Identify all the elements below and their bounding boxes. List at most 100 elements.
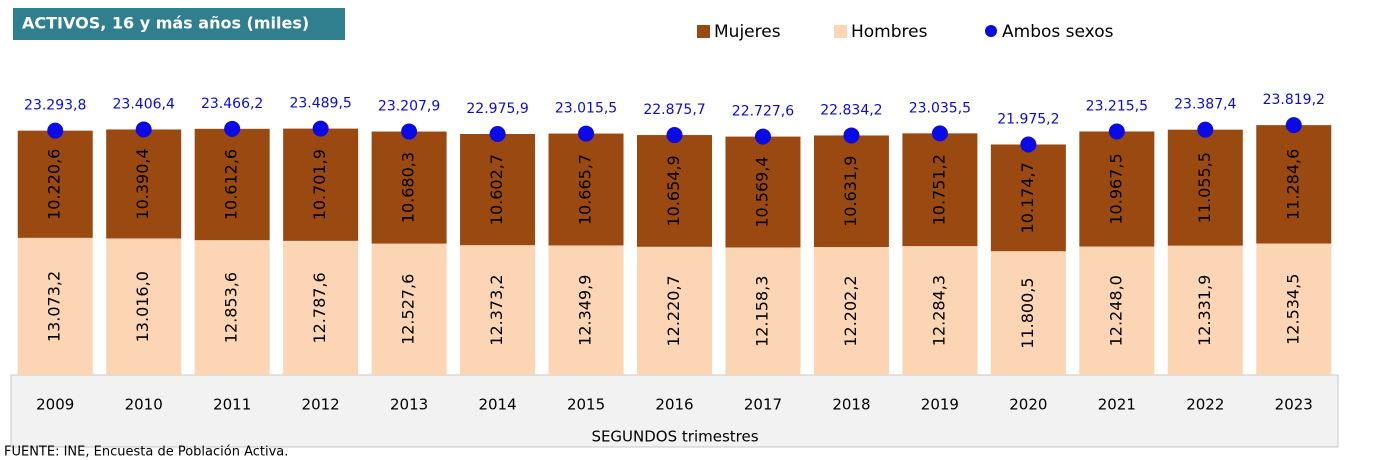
- segment-label: 10.665,7: [576, 154, 595, 225]
- bar-segment: [371, 243, 447, 375]
- title-box: [13, 8, 345, 40]
- total-label: 22.727,6: [732, 104, 794, 120]
- total-label: 22.834,2: [820, 102, 882, 118]
- bar-segment: [1079, 246, 1155, 375]
- bar-segment: [460, 133, 536, 246]
- total-dot: [47, 122, 64, 139]
- total-dot: [1020, 136, 1037, 153]
- x-axis-box: [10, 374, 1339, 448]
- segment-label: 12.248,0: [1106, 275, 1125, 346]
- total-dot: [401, 123, 418, 140]
- x-axis-label: SEGUNDOS trimestres: [591, 428, 758, 446]
- segment-label: 12.373,2: [487, 274, 506, 345]
- total-dot: [666, 127, 683, 144]
- x-tick-label: 2019: [921, 396, 959, 414]
- bar-segment: [548, 133, 624, 246]
- segment-label: 11.284,6: [1283, 149, 1302, 220]
- segment-label: 10.701,9: [310, 149, 329, 220]
- total-dot: [931, 125, 948, 142]
- total-label: 23.387,4: [1174, 97, 1236, 113]
- total-dot: [312, 120, 329, 137]
- total-dot: [489, 125, 506, 142]
- total-label: 23.015,5: [555, 101, 617, 117]
- bar-segment: [371, 131, 447, 244]
- legend-marker: [985, 25, 997, 37]
- bar-segment: [813, 135, 889, 247]
- total-dot: [1197, 121, 1214, 138]
- legend-label: Mujeres: [714, 22, 781, 42]
- x-tick-label: 2011: [213, 396, 251, 414]
- total-label: 23.819,2: [1263, 92, 1325, 108]
- bar-segment: [1256, 125, 1332, 244]
- segment-label: 12.284,3: [929, 275, 948, 346]
- segment-label: 12.202,2: [841, 275, 860, 346]
- bar-segment: [194, 240, 270, 375]
- x-tick-label: 2016: [655, 396, 693, 414]
- total-dot: [224, 120, 241, 137]
- bar-segment: [1256, 243, 1332, 375]
- segment-label: 10.631,9: [841, 156, 860, 227]
- bar-segment: [17, 237, 93, 375]
- x-tick-label: 2023: [1275, 396, 1313, 414]
- x-tick-label: 2009: [36, 396, 74, 414]
- total-label: 23.207,9: [378, 99, 440, 115]
- segment-label: 10.680,3: [399, 152, 418, 223]
- segment-label: 10.602,7: [487, 154, 506, 225]
- source-note: FUENTE: INE, Encuesta de Población Activ…: [4, 445, 288, 460]
- segment-label: 10.220,6: [45, 149, 64, 220]
- total-label: 23.489,5: [289, 96, 351, 112]
- bar-segment: [1167, 129, 1243, 246]
- segment-label: 12.349,9: [576, 275, 595, 346]
- bar-segment: [637, 246, 712, 375]
- bar-segment: [637, 135, 712, 247]
- x-tick-label: 2014: [478, 396, 516, 414]
- x-tick-label: 2020: [1009, 396, 1047, 414]
- x-tick-label: 2022: [1186, 396, 1224, 414]
- bar-segment: [990, 251, 1066, 375]
- total-label: 23.406,4: [113, 96, 175, 112]
- segment-label: 12.534,5: [1283, 274, 1302, 345]
- bar-segment: [1079, 131, 1155, 247]
- segment-label: 11.800,5: [1018, 277, 1037, 348]
- total-label: 23.035,5: [909, 100, 971, 116]
- total-label: 21.975,2: [997, 111, 1059, 127]
- bar-segment: [460, 245, 536, 375]
- segment-label: 12.331,9: [1195, 275, 1214, 346]
- bar-segment: [990, 144, 1066, 252]
- bar-segment: [106, 129, 182, 239]
- segment-label: 10.390,4: [133, 148, 152, 219]
- segment-label: 13.073,2: [45, 271, 64, 342]
- segment-label: 10.654,9: [664, 155, 683, 226]
- segment-label: 12.220,7: [664, 275, 683, 346]
- bar-segment: [548, 245, 624, 375]
- bar-segment: [194, 128, 270, 241]
- x-tick-label: 2021: [1098, 396, 1136, 414]
- segment-label: 10.967,5: [1106, 153, 1125, 224]
- total-label: 22.975,9: [466, 101, 528, 117]
- total-dot: [1108, 123, 1125, 140]
- legend-label: Hombres: [851, 22, 928, 42]
- total-dot: [135, 121, 152, 138]
- total-dot: [843, 127, 860, 144]
- legend-marker: [697, 25, 710, 38]
- segment-label: 10.569,4: [752, 156, 771, 227]
- segment-label: 10.612,6: [222, 149, 241, 220]
- x-tick-label: 2018: [832, 396, 870, 414]
- chart-title: ACTIVOS, 16 y más años (miles): [22, 14, 309, 33]
- segment-label: 12.527,6: [399, 274, 418, 345]
- total-label: 23.215,5: [1086, 98, 1148, 114]
- legend-label: Ambos sexos: [1002, 22, 1114, 42]
- bar-segment: [17, 130, 93, 238]
- bar-segment: [283, 128, 359, 241]
- x-tick-label: 2013: [390, 396, 428, 414]
- total-dot: [754, 128, 771, 145]
- x-tick-label: 2012: [302, 396, 340, 414]
- bar-segment: [725, 247, 801, 375]
- segment-label: 12.158,3: [752, 276, 771, 347]
- x-tick-label: 2015: [567, 396, 605, 414]
- segment-label: 12.787,6: [310, 272, 329, 343]
- segment-label: 10.174,7: [1018, 162, 1037, 233]
- total-label: 22.875,7: [643, 102, 705, 118]
